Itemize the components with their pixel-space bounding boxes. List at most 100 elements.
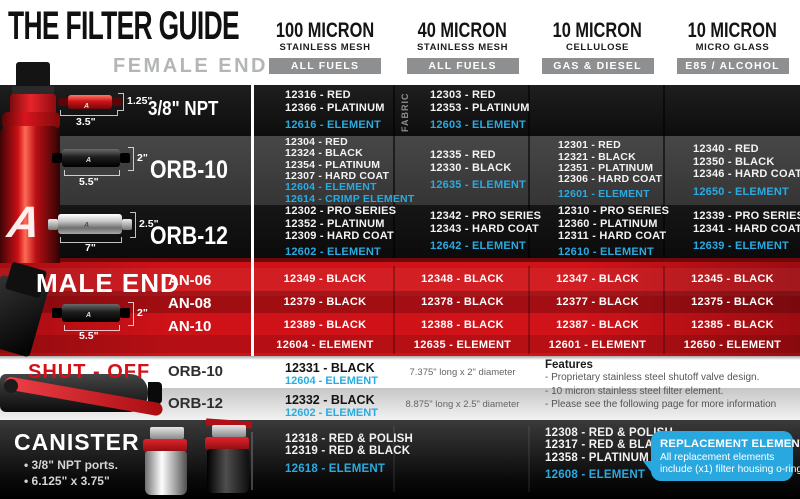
element-part-number: 12635 - ELEMENT xyxy=(430,179,526,192)
row-stripe xyxy=(0,335,800,353)
part-number: 12332 - BLACK xyxy=(285,393,375,407)
dimension-bracket xyxy=(60,237,122,243)
cell-an08-microglass: 12375 - BLACK xyxy=(691,296,774,308)
feature-item: - Proprietary stainless steel shutoff va… xyxy=(545,372,760,383)
dimension-bracket xyxy=(64,325,120,331)
row-label-npt: 3/8" NPT xyxy=(148,98,219,120)
male-end-section-label: MALE END xyxy=(36,268,180,298)
canister-body-black xyxy=(207,449,249,493)
part-number: 12360 - PLATINUM xyxy=(558,217,658,230)
fuel-badge: ALL FUELS xyxy=(406,58,519,74)
cell-npt-100micron: 12316 - RED 12366 - PLATINUM 12616 - ELE… xyxy=(285,85,385,136)
dimension-height: 2" xyxy=(137,152,148,164)
element-part-number: 12642 - ELEMENT xyxy=(430,240,526,253)
cell-npt-40micron: 12303 - RED 12353 - PLATINUM 12603 - ELE… xyxy=(430,85,530,136)
media-type: STAINLESS MESH xyxy=(416,42,509,53)
female-end-section-label: FEMALE END xyxy=(113,55,268,77)
cell-an10-100micron: 12389 - BLACK xyxy=(283,319,367,331)
part-number: 12301 - RED xyxy=(558,139,621,152)
media-type: STAINLESS MESH xyxy=(279,42,371,53)
cell-an08-cellulose: 12377 - BLACK xyxy=(556,296,639,308)
column-divider xyxy=(663,85,665,258)
column-divider xyxy=(251,85,254,356)
element-part-number: 12650 - ELEMENT xyxy=(693,185,789,198)
column-header-40-micron: 40 MICRON STAINLESS MESH ALL FUELS xyxy=(395,20,530,74)
row-label-shutoff-orb10: ORB-10 xyxy=(168,363,224,380)
part-number: 12304 - RED xyxy=(285,136,348,148)
part-number: 12354 - PLATINUM xyxy=(285,158,381,171)
section-divider xyxy=(0,258,800,262)
filter-fitting xyxy=(120,308,130,318)
part-number: 12307 - HARD COAT xyxy=(285,169,390,182)
part-number: 12346 - HARD COAT xyxy=(693,168,800,180)
cell-orb10-40micron: 12335 - RED 12330 - BLACK 12635 - ELEMEN… xyxy=(430,136,526,205)
mounting-bracket xyxy=(212,425,246,437)
fuel-badge: ALL FUELS xyxy=(269,58,381,74)
column-divider xyxy=(393,266,395,354)
cell-an06-cellulose: 12347 - BLACK xyxy=(556,273,639,285)
dimension-height: 1.25" xyxy=(127,95,153,107)
media-type: CELLULOSE xyxy=(566,42,629,53)
filter-fitting xyxy=(48,219,58,230)
part-number: 12366 - PLATINUM xyxy=(285,101,385,114)
dimension-length: 7" xyxy=(85,242,96,254)
filter-fitting xyxy=(120,153,130,163)
element-part-number: 12604 - ELEMENT xyxy=(285,375,378,387)
part-number: 12350 - BLACK xyxy=(693,155,775,168)
canister-bullet: 6.125" x 3.75" xyxy=(24,474,110,488)
filter-photo-red: A xyxy=(68,95,112,110)
dimension-height: 2.5" xyxy=(139,218,159,230)
row-label-an06: AN-06 xyxy=(168,272,212,289)
cell-orb12-microglass: 12339 - PRO SERIES 12341 - HARD COAT 126… xyxy=(693,205,800,258)
part-number: 12330 - BLACK xyxy=(430,161,512,174)
cell-orb12-cellulose: 12310 - PRO SERIES 12360 - PLATINUM 1231… xyxy=(558,205,669,258)
part-number: 12335 - RED xyxy=(430,149,496,162)
micron-rating: 10 MICRON xyxy=(552,19,643,42)
cell-canister-100micron: 12318 - RED & POLISH 12319 - RED & BLACK… xyxy=(285,424,413,484)
element-part-number: 12639 - ELEMENT xyxy=(693,240,789,253)
filter-fitting xyxy=(52,308,62,318)
canister-bullet: 3/8" NPT ports. xyxy=(24,458,118,472)
part-number: 12351 - PLATINUM xyxy=(558,161,654,174)
filter-photo-black: A xyxy=(62,149,120,167)
row-stripe xyxy=(0,268,800,296)
element-an-microglass: 12650 - ELEMENT xyxy=(683,339,782,351)
canister-section-label: CANISTER xyxy=(14,429,140,455)
micron-rating: 10 MICRON xyxy=(687,19,778,42)
dimension-bracket xyxy=(130,212,136,238)
row-stripe xyxy=(0,291,800,313)
mounting-bracket xyxy=(150,427,184,439)
callout-title: REPLACEMENT ELEMENTS xyxy=(660,438,800,450)
column-divider xyxy=(528,266,530,354)
cell-orb10-microglass: 12340 - RED 12350 - BLACK 12346 - HARD C… xyxy=(693,136,800,205)
filter-photo-chrome: A xyxy=(58,214,122,234)
column-divider xyxy=(393,426,395,492)
part-number: 12324 - BLACK xyxy=(285,147,363,160)
fuel-badge: GAS & DIESEL xyxy=(541,58,654,74)
element-part-number: 12601 - ELEMENT xyxy=(558,188,650,201)
replacement-elements-callout: REPLACEMENT ELEMENTS All replacement ele… xyxy=(651,431,800,481)
row-label-orb10: ORB-10 xyxy=(150,156,228,184)
cell-orb12-100micron: 12302 - PRO SERIES 12352 - PLATINUM 1230… xyxy=(285,205,396,258)
element-part-number: 12603 - ELEMENT xyxy=(430,119,526,132)
part-number: 12339 - PRO SERIES xyxy=(693,210,800,223)
part-number: 12316 - RED xyxy=(285,89,351,102)
canister-cap-red xyxy=(205,437,249,450)
female-row-npt-band xyxy=(0,85,800,136)
part-number: 12358 - PLATINUM xyxy=(545,451,649,464)
aeromotive-logo-mark: A xyxy=(4,198,44,247)
features-title: Features xyxy=(545,359,593,371)
element-part-number: 12604 - ELEMENT xyxy=(285,181,377,194)
dimension-length: 5.5" xyxy=(79,176,99,188)
element-part-number: 12616 - ELEMENT xyxy=(285,119,381,132)
element-part-number: 12614 - CRIMP ELEMENT xyxy=(285,192,415,205)
fabric-note: FABRIC xyxy=(400,92,410,133)
dimension-bracket xyxy=(64,170,120,176)
part-number: 12317 - RED & BLACK xyxy=(545,439,671,451)
part-number: 12342 - PRO SERIES xyxy=(430,210,542,223)
part-number: 12309 - HARD COAT xyxy=(285,230,394,242)
element-an-40micron: 12635 - ELEMENT xyxy=(413,339,512,351)
micron-rating: 40 MICRON xyxy=(417,19,508,42)
feature-item: - 10 micron stainless steel filter eleme… xyxy=(545,385,724,397)
